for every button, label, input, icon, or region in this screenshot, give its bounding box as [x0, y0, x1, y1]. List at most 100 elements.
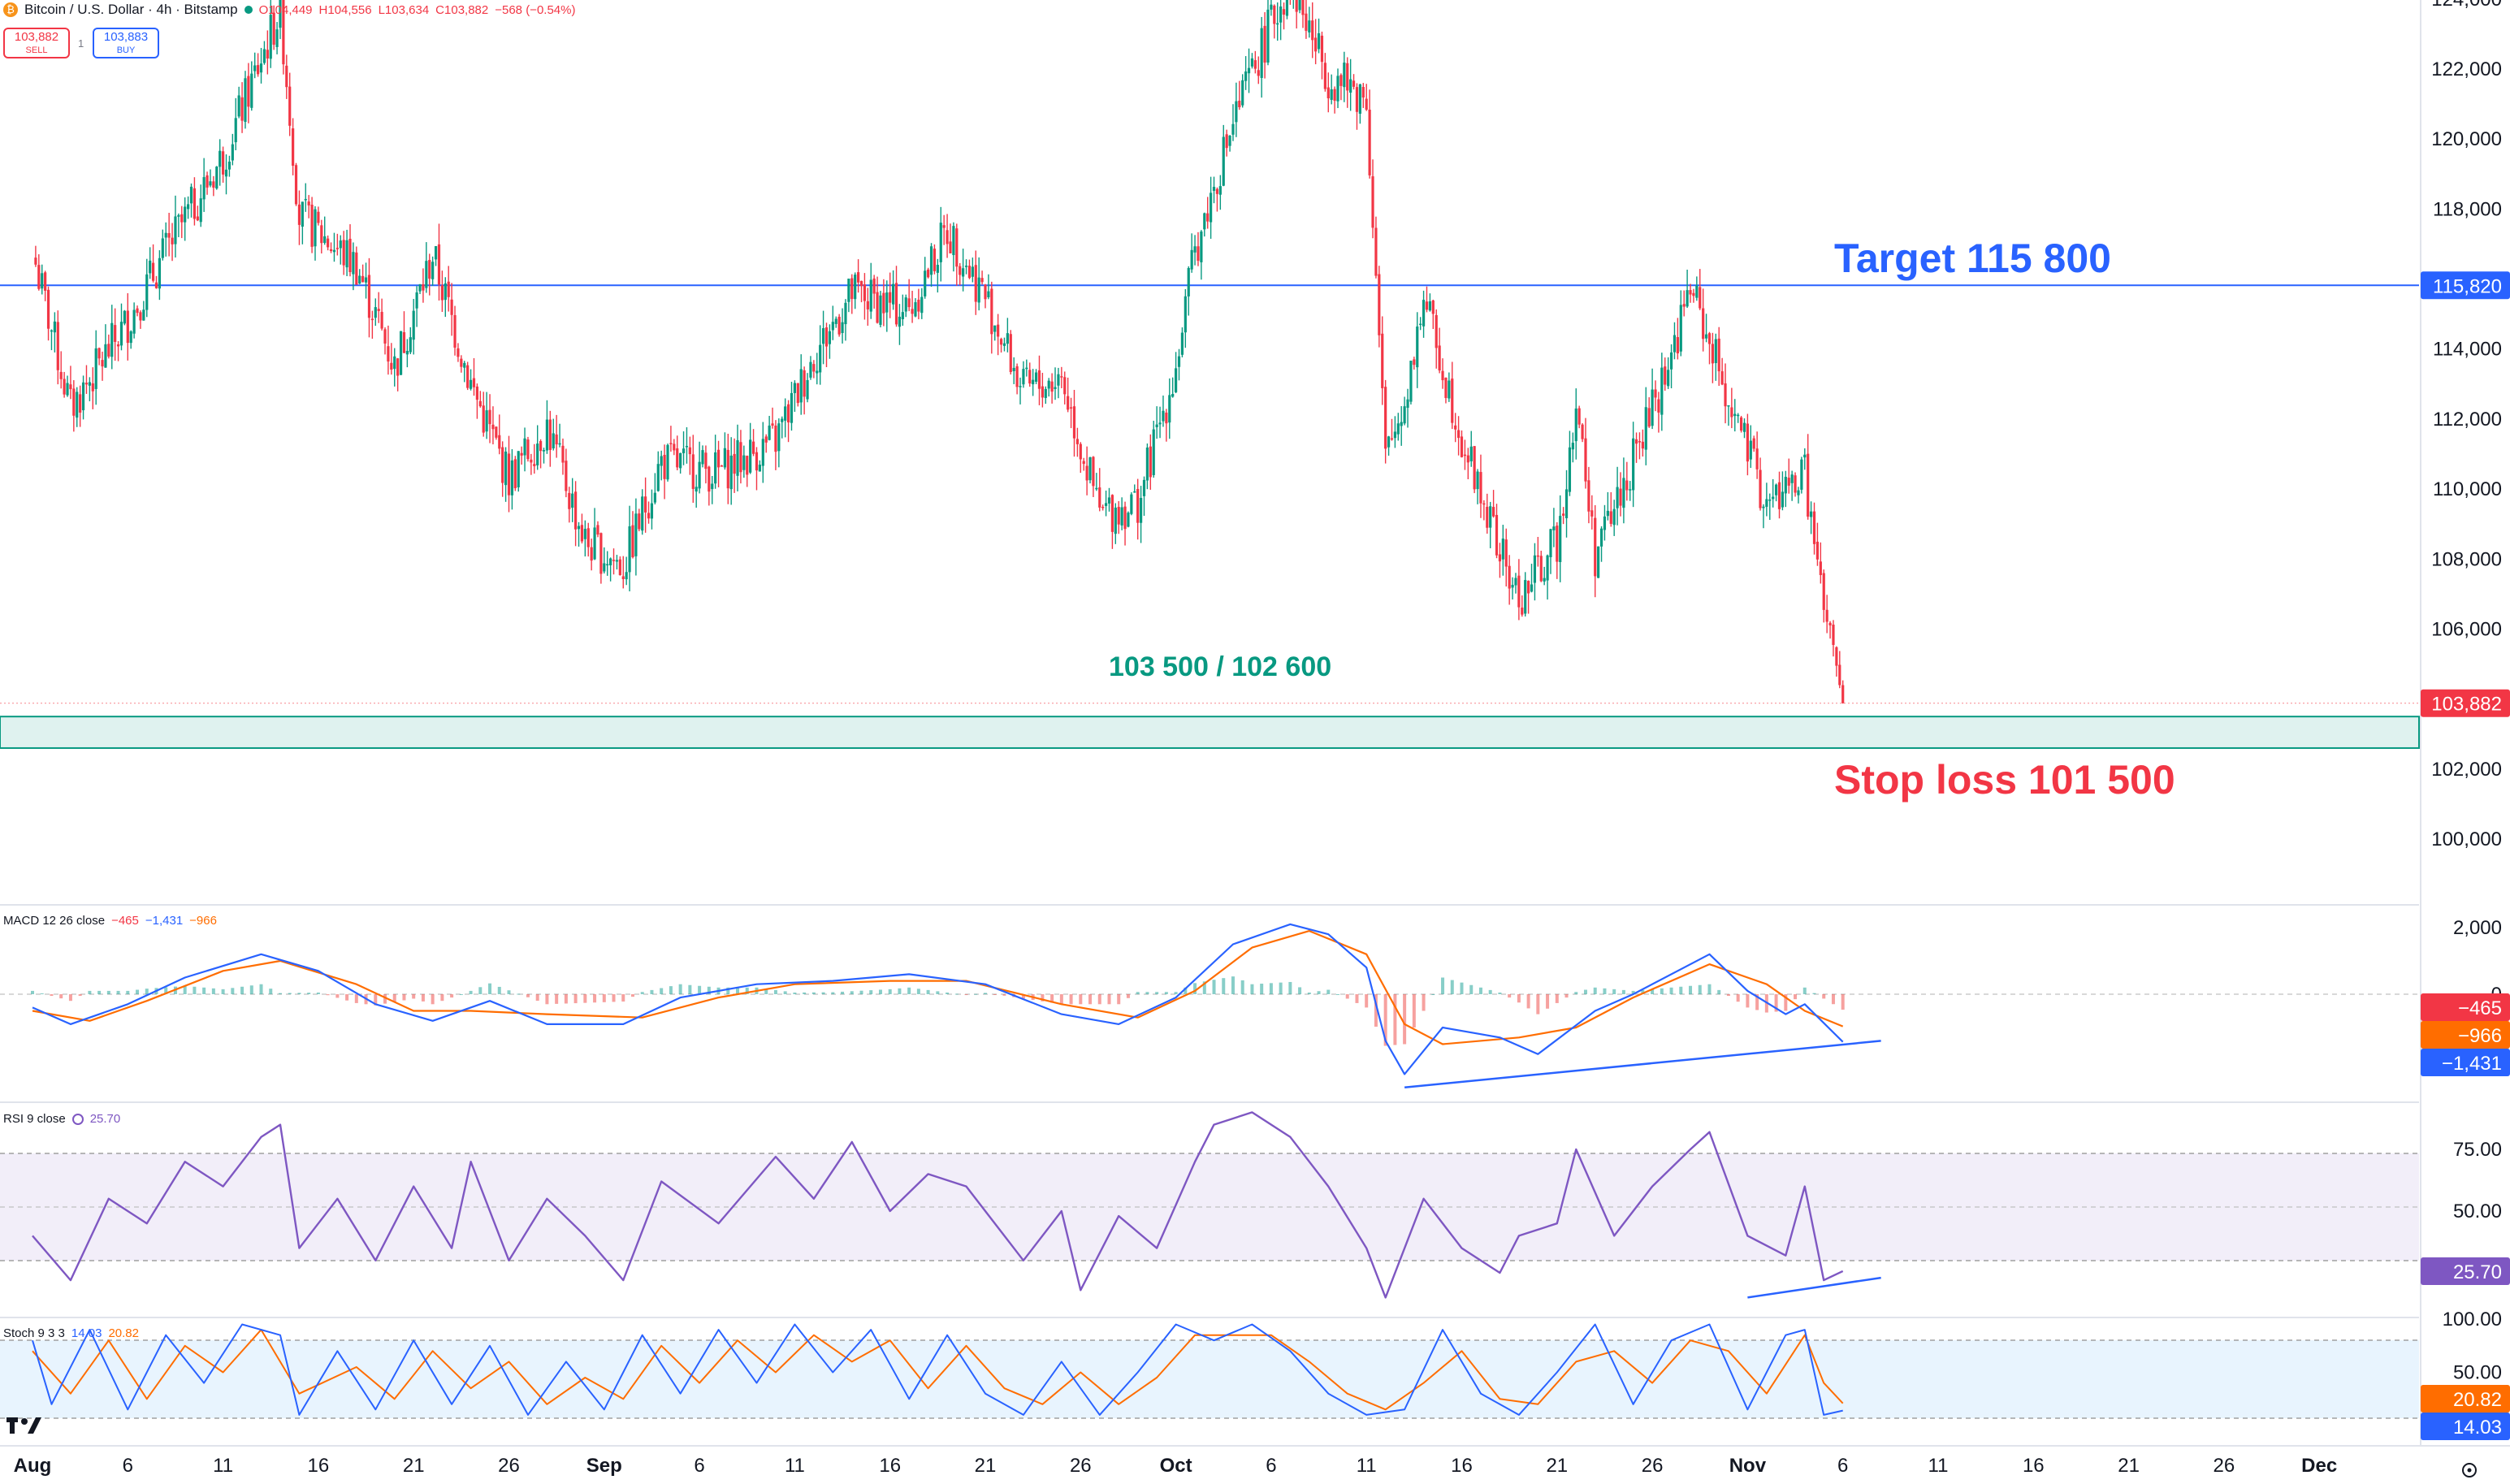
candle-body [145, 274, 149, 310]
candle-body [1387, 436, 1391, 448]
candle [1543, 566, 1546, 586]
candle-body [186, 204, 190, 210]
candle [119, 303, 123, 351]
macd-histogram-bar [335, 994, 340, 998]
candle [1774, 483, 1778, 502]
candle [1564, 469, 1569, 538]
candle [606, 551, 609, 576]
macd-histogram-bar [1508, 994, 1512, 998]
candle-body [1015, 366, 1019, 387]
candle [816, 353, 819, 385]
candle-body [742, 455, 746, 470]
candle-body [1619, 488, 1622, 506]
candle-body [288, 86, 292, 126]
candle-body [1273, 5, 1276, 24]
candle-body [1114, 507, 1117, 534]
sell-button[interactable]: 103,882 SELL [3, 28, 70, 58]
candle [1326, 72, 1330, 113]
candle-body [488, 409, 491, 425]
candle-body [123, 310, 126, 324]
candle-body [1737, 414, 1740, 417]
candle-body [1781, 491, 1785, 508]
candle [440, 270, 444, 313]
candle-body [1120, 507, 1123, 526]
candle [952, 222, 955, 272]
candle [987, 274, 990, 300]
candle [1431, 299, 1435, 330]
candle [1384, 379, 1387, 464]
candle-body [1101, 506, 1105, 508]
candle-body [716, 449, 721, 468]
candle [387, 325, 390, 375]
macd-histogram-bar [1460, 982, 1464, 994]
candle-body [1667, 370, 1670, 387]
candle-body [301, 201, 304, 227]
stoch-d-line [32, 1329, 1844, 1411]
candle-body [345, 240, 348, 268]
candle-body [1777, 482, 1781, 509]
candle [1549, 528, 1552, 574]
candle-body [859, 280, 863, 287]
macd-histogram-bar [869, 990, 873, 994]
candle [1263, 11, 1266, 79]
candle-body [603, 563, 606, 572]
candle-body [1025, 367, 1028, 370]
candle-body [1552, 526, 1556, 530]
candle [1215, 187, 1219, 212]
macd-histogram-bar [1593, 987, 1597, 994]
candle-body [854, 275, 857, 300]
macd-histogram-bar [583, 994, 587, 1003]
candle-body [1682, 304, 1686, 307]
candle [46, 286, 50, 341]
candle [472, 357, 476, 396]
macd-histogram-bar [31, 990, 34, 994]
macd-histogram-bar [517, 993, 521, 995]
candle-body [1326, 87, 1330, 99]
candle [66, 375, 69, 397]
candle-body [196, 216, 199, 221]
candle-body [104, 344, 107, 368]
candle-body [1088, 456, 1092, 481]
rsi-settings-icon[interactable] [71, 1113, 84, 1125]
candle-body [1419, 323, 1422, 326]
candle [81, 375, 85, 420]
candle-body [1536, 555, 1539, 557]
candle [224, 154, 228, 195]
candle-body [1762, 506, 1765, 508]
candle-body [758, 465, 761, 472]
candle [1755, 431, 1759, 479]
candle [1419, 317, 1422, 331]
candle [393, 348, 396, 387]
candle-body [69, 384, 72, 390]
candle [199, 184, 202, 227]
ohlc-high: H104,556 [318, 2, 372, 17]
candle-body [1403, 406, 1406, 424]
macd-histogram-bar [1784, 994, 1788, 1011]
candle [1139, 486, 1143, 543]
time-tick-label: 21 [2118, 1455, 2140, 1477]
time-tick-label: Dec [2301, 1455, 2337, 1477]
macd-histogram-bar [1841, 994, 1845, 1010]
candle [758, 460, 761, 472]
buy-button[interactable]: 103,883 BUY [93, 28, 159, 58]
candle-body [1200, 231, 1203, 262]
candle [1552, 508, 1556, 547]
time-tick-label: 26 [2214, 1455, 2235, 1477]
candle [1117, 500, 1120, 534]
candle-body [1028, 370, 1032, 384]
rsi-tick-label: 75.00 [2453, 1139, 2502, 1161]
candle-body [1784, 477, 1787, 494]
macd-histogram-bar [68, 994, 72, 1002]
candle [673, 439, 676, 456]
candle-body [1390, 438, 1394, 440]
candle-body [1193, 246, 1197, 253]
candle-body [1075, 439, 1079, 444]
candle [139, 310, 142, 329]
candle-body [1466, 455, 1469, 463]
macd-histogram-bar [412, 994, 416, 999]
candle-body [558, 443, 561, 445]
candle [1130, 492, 1133, 516]
candle-body [361, 275, 365, 283]
